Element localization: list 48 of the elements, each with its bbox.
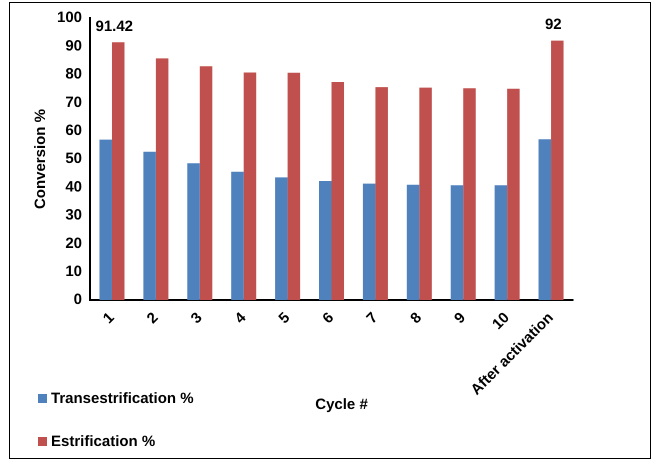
y-tick-label: 40 [65,178,82,196]
x-tick-label: 1 [100,309,118,328]
y-tick-label: 90 [65,37,82,54]
bar [319,181,332,300]
bar [187,163,200,300]
y-tick-label: 100 [56,9,82,26]
y-tick-label: 80 [65,66,82,83]
y-tick-label: 20 [65,234,82,252]
y-tick-label: 10 [65,263,82,280]
y-axis-title: Conversion % [32,109,50,210]
data-label: 91.42 [95,18,134,35]
bar [156,58,168,300]
data-label: 92 [544,16,562,34]
x-tick-label: 8 [407,309,426,328]
x-tick-label: 4 [232,308,250,328]
x-tick-label: 2 [144,309,162,328]
x-tick-label: 7 [363,309,382,328]
x-tick-label: 9 [451,309,469,328]
bar [99,140,112,300]
bar [332,82,344,300]
bar [244,72,256,300]
y-tick-label: 60 [65,122,82,139]
bar [551,40,564,300]
bar [507,88,520,300]
bar [231,172,244,300]
y-tick-label: 70 [65,94,82,111]
bar [419,88,432,300]
bar [112,42,124,300]
x-tick-label: 6 [319,309,338,328]
y-tick-label: 30 [65,206,82,224]
y-tick-label: 0 [74,291,82,308]
bar [494,185,508,300]
bar [406,184,420,300]
bar [450,185,464,300]
y-tick-label: 50 [65,150,82,168]
bar [275,177,288,300]
bar [463,88,476,300]
bar [538,139,552,300]
bar [375,87,388,300]
x-tick-label: 5 [275,309,294,328]
bar [288,72,300,300]
bar [143,152,156,300]
legend-label: Transestrification % [51,390,194,407]
bar [200,66,212,300]
x-axis-title: Cycle # [315,396,368,414]
bar [362,184,376,300]
x-tick-label: 3 [188,309,206,328]
legend-label: Estrification % [51,433,156,450]
